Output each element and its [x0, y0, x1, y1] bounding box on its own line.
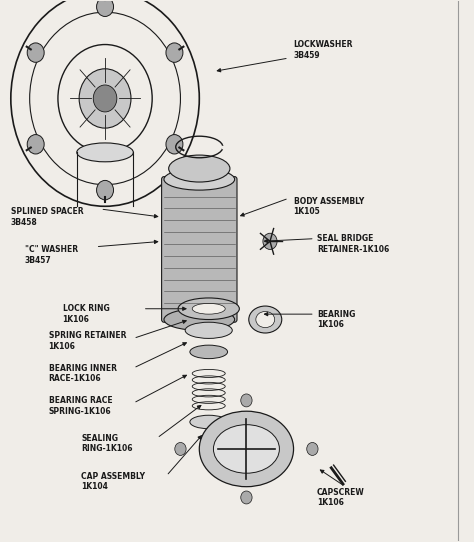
Circle shape [166, 134, 183, 154]
Circle shape [263, 233, 277, 249]
Ellipse shape [169, 155, 230, 182]
Ellipse shape [164, 169, 235, 190]
Ellipse shape [190, 345, 228, 359]
Text: LOCKWASHER
3B459: LOCKWASHER 3B459 [293, 40, 353, 60]
Text: BEARING RACE
SPRING-1K106: BEARING RACE SPRING-1K106 [48, 396, 112, 416]
Circle shape [166, 43, 183, 62]
Ellipse shape [185, 322, 232, 338]
Ellipse shape [249, 306, 282, 333]
Circle shape [241, 394, 252, 407]
Ellipse shape [164, 309, 235, 330]
Circle shape [93, 85, 117, 112]
Ellipse shape [190, 415, 228, 429]
Text: CAP ASSEMBLY
1K104: CAP ASSEMBLY 1K104 [82, 472, 146, 491]
Circle shape [241, 491, 252, 504]
Text: SEALING
RING-1K106: SEALING RING-1K106 [82, 434, 133, 453]
Circle shape [307, 442, 318, 455]
Ellipse shape [256, 312, 275, 327]
Ellipse shape [192, 304, 225, 314]
Circle shape [175, 442, 186, 455]
Text: SEAL BRIDGE
RETAINER-1K106: SEAL BRIDGE RETAINER-1K106 [317, 234, 389, 254]
Text: "C" WASHER
3B457: "C" WASHER 3B457 [25, 245, 78, 264]
Text: SPRING RETAINER
1K106: SPRING RETAINER 1K106 [48, 331, 126, 351]
Circle shape [27, 134, 44, 154]
Circle shape [27, 43, 44, 62]
Ellipse shape [199, 411, 293, 487]
Text: BODY ASSEMBLY
1K105: BODY ASSEMBLY 1K105 [293, 197, 364, 216]
Ellipse shape [178, 298, 239, 320]
Text: BEARING INNER
RACE-1K106: BEARING INNER RACE-1K106 [48, 364, 117, 383]
FancyBboxPatch shape [162, 177, 237, 322]
Text: SPLINED SPACER
3B458: SPLINED SPACER 3B458 [11, 208, 83, 227]
Ellipse shape [213, 425, 279, 473]
Circle shape [97, 180, 114, 200]
Text: CAPSCREW
1K106: CAPSCREW 1K106 [317, 488, 365, 507]
Text: LOCK RING
1K106: LOCK RING 1K106 [63, 305, 109, 324]
Circle shape [79, 69, 131, 128]
Circle shape [97, 0, 114, 16]
Text: BEARING
1K106: BEARING 1K106 [317, 310, 356, 329]
Ellipse shape [77, 143, 133, 162]
